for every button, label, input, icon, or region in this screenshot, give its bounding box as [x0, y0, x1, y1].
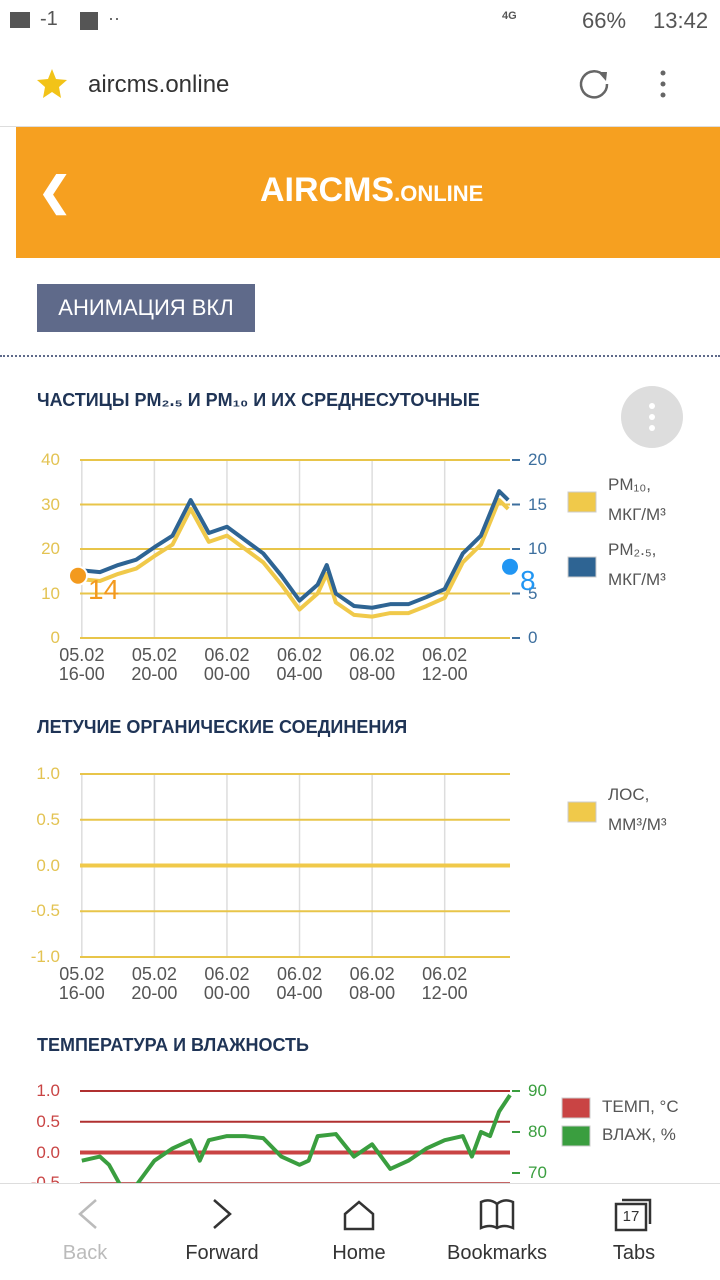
y-tick-label: -1.0	[30, 947, 60, 966]
y2-tick-label: 5	[528, 583, 538, 603]
y-tick-label: 1.0	[36, 764, 60, 783]
logo-main: AIRCMS	[260, 171, 395, 209]
y2-tick-label: 0	[528, 628, 538, 647]
legend-label: PM₂.₅, МКГ/М³	[608, 540, 666, 589]
y-tick-label: 1.0	[36, 1081, 60, 1100]
browser-bar: aircms.online	[0, 40, 720, 127]
x-tick-label: 06.02 08-00	[349, 964, 396, 1003]
y-tick-label: -0.5	[30, 901, 60, 921]
bottom-nav: 17 Back Forward Home Bookmarks Tabs	[0, 1183, 720, 1280]
legend-label: ТЕМП, °C	[602, 1097, 679, 1116]
star-icon[interactable]	[36, 68, 68, 100]
y2-tick-label: 90	[528, 1081, 547, 1100]
animation-button[interactable]: АНИМАЦИЯ ВКЛ	[37, 284, 255, 332]
x-tick-label: 06.02 04-00	[276, 964, 323, 1003]
nav-item[interactable]: Home	[332, 1242, 386, 1264]
x-tick-label: 05.02 20-00	[131, 964, 178, 1003]
current-marker	[500, 556, 520, 577]
status-bar: ··· -1 4G 66% 13:42	[0, 0, 720, 40]
chart-title: ЧАСТИЦЫ PM₂.₅ И PM₁₀ И ИХ СРЕДНЕСУТОЧНЫЕ	[37, 390, 480, 410]
clock: 13:42	[653, 8, 709, 33]
back-button[interactable]: ❮	[38, 170, 72, 214]
x-tick-label: 06.02 12-00	[421, 964, 468, 1003]
y-tick-label: 0.5	[36, 809, 60, 829]
legend-swatch	[567, 801, 597, 823]
legend-swatch	[567, 491, 597, 513]
current-value: 8	[520, 564, 536, 596]
battery: 66%	[582, 8, 627, 33]
divider	[0, 355, 720, 357]
y-tick-label: 0.0	[36, 855, 60, 875]
network: 4G	[502, 10, 517, 22]
y-tick-label: 0	[50, 628, 60, 647]
chart-menu[interactable]	[620, 386, 684, 450]
legend-swatch	[561, 1097, 591, 1119]
url[interactable]: aircms.online	[88, 71, 230, 98]
chart-title: ЛЕТУЧИЕ ОРГАНИЧЕСКИЕ СОЕДИНЕНИЯ	[37, 717, 408, 737]
legend-label: PM₁₀, МКГ/М³	[608, 475, 666, 524]
x-tick-label: 06.02 00-00	[203, 645, 250, 684]
nav-item[interactable]: Bookmarks	[446, 1242, 548, 1264]
y-tick-label: 10	[41, 583, 60, 603]
current-marker	[68, 565, 88, 586]
site-header: ❮ AIRCMS.ONLINE	[16, 127, 720, 258]
x-tick-label: 06.02 08-00	[349, 645, 396, 684]
y-tick-label: 40	[41, 450, 60, 469]
legend-swatch	[567, 556, 597, 578]
browser-actions[interactable]	[576, 66, 686, 102]
x-tick-label: 05.02 16-00	[58, 964, 105, 1003]
nav-icons	[78, 1198, 652, 1232]
y2-tick-label: 15	[528, 494, 547, 514]
x-tick-label: 06.02 12-00	[421, 645, 468, 684]
x-tick-label: 05.02 20-00	[131, 645, 178, 684]
data-line	[81, 489, 510, 610]
x-tick-label: 05.02 16-00	[58, 645, 105, 684]
svg-text:···: ···	[108, 10, 118, 28]
legend-label: ВЛАЖ, %	[602, 1125, 676, 1144]
y-tick-label: 30	[41, 494, 60, 514]
y-tick-label: 0.0	[36, 1142, 60, 1162]
legend-swatch	[561, 1125, 591, 1147]
data-line	[81, 1093, 512, 1200]
logo-suffix: .ONLINE	[394, 181, 484, 206]
nav-item[interactable]: Forward	[185, 1242, 259, 1264]
y-tick-label: 0.5	[36, 1111, 60, 1131]
y2-tick-label: 10	[528, 539, 547, 558]
y-tick-label: 20	[41, 539, 60, 558]
y2-tick-label: 80	[528, 1122, 547, 1141]
notification-count: -1	[40, 8, 58, 30]
status-icons: ···	[10, 10, 118, 30]
nav-item[interactable]: Back	[62, 1242, 108, 1264]
y2-tick-label: 20	[528, 450, 547, 469]
legend-label: ЛОС, ММ³/М³	[608, 785, 667, 834]
x-tick-label: 06.02 00-00	[203, 964, 250, 1003]
logo: AIRCMS.ONLINE	[260, 171, 483, 210]
current-value: 14	[88, 573, 120, 605]
x-tick-label: 06.02 04-00	[276, 645, 323, 684]
y2-tick-label: 70	[528, 1163, 547, 1182]
data-line	[81, 498, 510, 619]
tab-count: 17	[622, 1208, 640, 1225]
chart-title: ТЕМПЕРАТУРА И ВЛАЖНОСТЬ	[37, 1035, 309, 1055]
nav-item[interactable]: Tabs	[612, 1242, 656, 1264]
